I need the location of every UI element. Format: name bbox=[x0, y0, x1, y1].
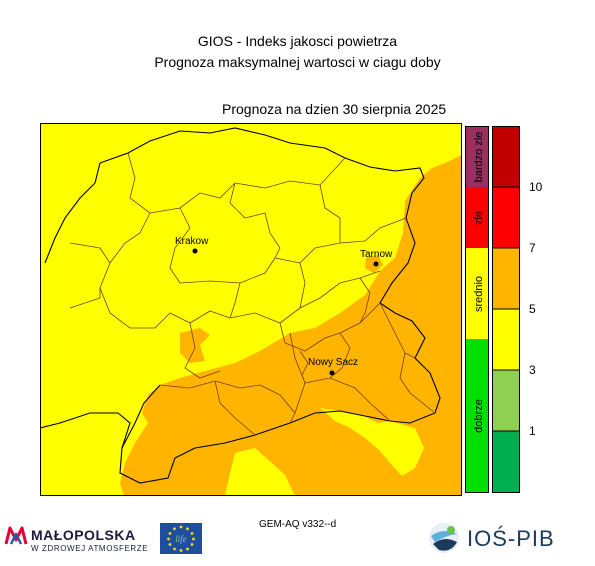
city-marker-dot bbox=[329, 370, 335, 376]
scale-band bbox=[492, 248, 520, 309]
category-swatch-dobrze bbox=[465, 339, 489, 493]
malopolska-logo-icon bbox=[4, 526, 28, 545]
scale-tick-label: 7 bbox=[529, 241, 536, 255]
category-label-dobrze: dobrze bbox=[473, 399, 485, 433]
scale-band bbox=[492, 187, 520, 248]
city-tarnow[interactable]: Tarnow bbox=[360, 249, 393, 267]
category-bar-frame bbox=[465, 126, 489, 493]
city-label-nowy-sacz: Nowy Sacz bbox=[308, 357, 358, 368]
map-title: GIOS - Indeks jakosci powietrza bbox=[197, 33, 398, 49]
city-krakow[interactable]: Krakow bbox=[175, 236, 209, 254]
malopolska-logo-tagline: W ZDROWEJ ATMOSFERZE bbox=[31, 544, 149, 553]
scale-band bbox=[492, 309, 520, 370]
zone-orange bbox=[120, 155, 462, 496]
index-color-scale bbox=[492, 126, 520, 493]
region-outline bbox=[40, 127, 441, 484]
city-label-krakow: Krakow bbox=[175, 236, 209, 247]
scale-tick-label: 5 bbox=[529, 302, 536, 316]
scale-tick-label: 10 bbox=[529, 180, 543, 194]
category-swatch-srednio bbox=[465, 248, 489, 339]
malopolska-logo-name: MAŁOPOLSKA bbox=[31, 527, 136, 543]
scale-tick-label: 3 bbox=[529, 363, 536, 377]
scale-band bbox=[492, 126, 520, 187]
scale-dividers bbox=[492, 186, 520, 432]
county-borders bbox=[69, 152, 436, 436]
category-swatch-bardzo-zle bbox=[465, 126, 489, 187]
city-marker-dot bbox=[192, 248, 198, 254]
forecast-map: Krakow Tarnow Nowy Sacz bbox=[40, 123, 462, 496]
model-version-label: GEM-AQ v332--d bbox=[259, 519, 337, 530]
category-legend-bar: bardzo zle zle srednio dobrze bbox=[465, 126, 489, 493]
city-marker-dot bbox=[373, 261, 379, 267]
scale-frame bbox=[492, 126, 520, 493]
scale-tick-label: 1 bbox=[529, 424, 536, 438]
scale-band bbox=[492, 431, 520, 493]
zone-orange-west bbox=[180, 328, 210, 363]
category-label-srednio: srednio bbox=[473, 276, 485, 312]
forecast-date: Prognoza na dzien 30 sierpnia 2025 bbox=[222, 101, 447, 117]
city-label-tarnow: Tarnow bbox=[360, 249, 393, 260]
scale-band bbox=[492, 370, 520, 431]
eu-flag-life-text: life bbox=[175, 534, 187, 544]
city-nowy-sacz[interactable]: Nowy Sacz bbox=[308, 357, 358, 376]
category-label-bardzo-zle: bardzo zle bbox=[473, 132, 485, 183]
ios-pib-logo-icon bbox=[429, 523, 459, 553]
category-swatch-zle bbox=[465, 187, 489, 248]
map-subtitle: Prognoza maksymalnej wartosci w ciagu do… bbox=[154, 54, 441, 70]
map-frame bbox=[40, 123, 462, 496]
zone-yellow-south-valley bbox=[320, 408, 424, 476]
ios-pib-logo-name: IOŚ-PIB bbox=[467, 526, 555, 551]
zone-yellow-south-edge bbox=[225, 448, 295, 496]
eu-life-flag-icon: life bbox=[160, 523, 202, 554]
category-label-zle: zle bbox=[473, 211, 485, 225]
